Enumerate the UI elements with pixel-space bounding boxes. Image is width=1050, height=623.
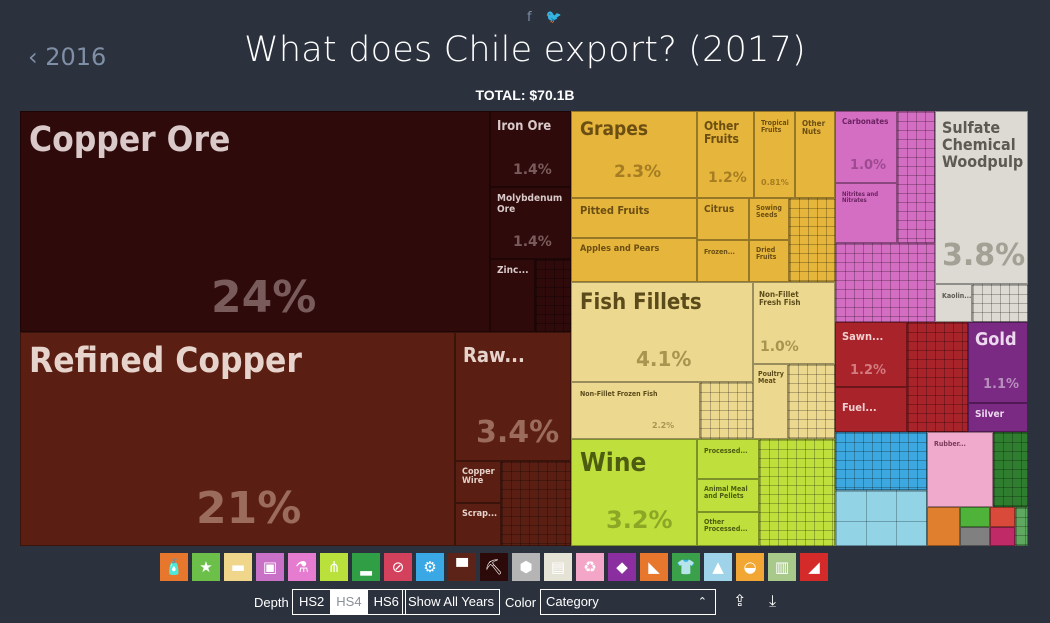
treemap-cell-fish-fillets[interactable]: Fish Fillets 4.1% — [571, 282, 753, 382]
treemap-cell-raw[interactable]: Raw... 3.4% — [455, 332, 571, 461]
treemap-cell-sowing-seeds[interactable]: Sowing Seeds — [749, 198, 789, 240]
download-icon[interactable]: ⤓ — [769, 591, 777, 610]
depth-selector: HS2 HS4 HS6 — [292, 589, 406, 615]
treemap-cell-rubber[interactable]: Rubber... — [927, 432, 993, 507]
treemap-cell-mining-small[interactable] — [535, 259, 571, 332]
treemap-cell-grey-small[interactable] — [960, 527, 990, 546]
page-title: What does Chile export? (2017) — [244, 30, 806, 70]
ticket-icon[interactable]: ◢ — [800, 553, 828, 581]
treemap-cell-fuel[interactable]: Fuel... — [835, 387, 907, 432]
treemap-cell-animal-small-b[interactable] — [788, 364, 835, 439]
treemap-cell-metals-small[interactable] — [501, 461, 571, 546]
treemap-cell-sawn[interactable]: Sawn... 1.2% — [835, 322, 907, 387]
treemap-cell-magenta-small[interactable] — [990, 527, 1015, 546]
treemap-cell-poultry-meat[interactable]: Poultry Meat — [753, 364, 788, 439]
treemap-cell-foodstuffs-small[interactable] — [759, 439, 835, 546]
treemap-cell-transportation[interactable] — [835, 490, 927, 546]
share-icon[interactable]: ⇪ — [733, 591, 747, 610]
color-select-value: Category — [546, 594, 599, 609]
controls-bar: Depth HS2 HS4 HS6 Show All Years Color C… — [0, 589, 1050, 615]
shirt-icon[interactable]: 👕 — [672, 553, 700, 581]
treemap-cell-nitrites[interactable]: Nitrites and Nitrates — [835, 183, 897, 243]
chevron-up-icon: ⌃ — [697, 596, 707, 608]
category-icon-bar: 🧴 ★ ▬ ▣ ⚗ ⋔ ▂ ⊘ ⚙ ▀ ⛏ ⬢ ▤ ♻ ◆ ◣ 👕 ▲ ◒ ▥ ◢ — [160, 553, 828, 581]
treemap-cell-gold[interactable]: Gold 1.1% — [968, 322, 1028, 403]
building-icon[interactable]: ▥ — [768, 553, 796, 581]
treemap-cell-other-nuts[interactable]: Other Nuts — [795, 111, 835, 198]
depth-hs2-button[interactable]: HS2 — [299, 594, 325, 609]
treemap-cell-carbonates[interactable]: Carbonates 1.0% — [835, 111, 897, 183]
treemap-cell-chemicals-small-a[interactable] — [897, 111, 935, 243]
chemicals-bottle-icon[interactable]: 🧴 — [160, 553, 188, 581]
color-select[interactable]: Category ⌃ — [540, 589, 716, 615]
wheat-icon[interactable]: ⋔ — [320, 553, 348, 581]
social-links: f 🐦 — [527, 10, 562, 25]
picture-frame-icon[interactable]: ▣ — [256, 553, 284, 581]
treemap-cell-copper-wire[interactable]: Copper Wire — [455, 461, 501, 503]
treemap-cell-textiles[interactable] — [993, 432, 1028, 507]
road-icon[interactable]: ▲ — [704, 553, 732, 581]
treemap-cell-dried-fruits[interactable]: Dried Fruits — [749, 240, 789, 282]
depth-label: Depth — [254, 595, 289, 610]
treemap-cell-pitted-fruits[interactable]: Pitted Fruits — [571, 198, 697, 238]
color-label: Color — [505, 595, 537, 610]
treemap-cell-refined-copper[interactable]: Refined Copper 21% — [20, 332, 455, 546]
food-bowl-icon[interactable]: ◒ — [736, 553, 764, 581]
treemap-cell-molybdenum-ore[interactable]: Molybdenum Ore 1.4% — [490, 187, 571, 259]
treemap-cell-tropical-fruits[interactable]: Tropical Fruits 0.81% — [754, 111, 795, 198]
treemap-cell-citrus[interactable]: Citrus — [697, 198, 749, 240]
treemap-cell-processed[interactable]: Processed... — [697, 439, 759, 479]
treemap-cell-apples-and-pears[interactable]: Apples and Pears — [571, 238, 697, 282]
total-value: TOTAL: $70.1B — [475, 87, 575, 103]
treemap-cell-grapes[interactable]: Grapes 2.3% — [571, 111, 697, 198]
treemap-cell-other-processed[interactable]: Other Processed... — [697, 512, 759, 546]
show-all-years-button[interactable]: Show All Years — [402, 589, 501, 615]
gears-icon[interactable]: ⚙ — [416, 553, 444, 581]
treemap-cell-copper-ore[interactable]: Copper Ore 24% — [20, 111, 490, 332]
treemap-cell-wood-small[interactable] — [907, 322, 968, 432]
treemap-cell-animal-meal[interactable]: Animal Meal and Pellets — [697, 479, 759, 512]
no-sign-icon[interactable]: ⊘ — [384, 553, 412, 581]
shoe-icon[interactable]: ▂ — [352, 553, 380, 581]
box-icon[interactable]: ⬢ — [512, 553, 540, 581]
treemap-cell-green-small[interactable] — [960, 507, 990, 527]
depth-hs4-button[interactable]: HS4 — [330, 590, 368, 614]
treemap-cell-red-small[interactable] — [990, 507, 1015, 527]
treemap-cell-non-fillet-fresh-fish[interactable]: Non-Fillet Fresh Fish 1.0% — [753, 282, 835, 364]
anvil-icon[interactable]: ▀ — [448, 553, 476, 581]
twitter-icon[interactable]: 🐦 — [545, 10, 562, 25]
treemap-cell-ceramic[interactable] — [927, 507, 960, 546]
treemap-cell-iron-ore[interactable]: Iron Ore 1.4% — [490, 111, 571, 187]
recycle-icon[interactable]: ♻ — [576, 553, 604, 581]
facebook-icon[interactable]: f — [527, 10, 532, 25]
treemap-cell-silver[interactable]: Silver — [968, 403, 1028, 432]
flask-icon[interactable]: ⚗ — [288, 553, 316, 581]
diamond-icon[interactable]: ◆ — [608, 553, 636, 581]
treemap-cell-scrap[interactable]: Scrap... — [455, 503, 501, 546]
ceramic-icon[interactable]: ◣ — [640, 553, 668, 581]
depth-hs6-button[interactable]: HS6 — [373, 594, 399, 609]
treemap-cell-frozen[interactable]: Frozen... — [697, 240, 749, 282]
treemap-cell-misc-small[interactable] — [1015, 507, 1028, 546]
animal-hides-icon[interactable]: ▬ — [224, 553, 252, 581]
paper-icon[interactable]: ▤ — [544, 553, 572, 581]
treemap-cell-animal-small-a[interactable] — [700, 382, 753, 439]
pickaxe-icon[interactable]: ⛏ — [480, 553, 508, 581]
treemap-cell-wine[interactable]: Wine 3.2% — [571, 439, 697, 546]
treemap-cell-non-fillet-frozen-fish[interactable]: Non-Fillet Frozen Fish 2.2% — [571, 382, 700, 439]
treemap-cell-chemicals-small-b[interactable] — [835, 243, 935, 322]
treemap-cell-kaolin[interactable]: Kaolin... — [935, 284, 972, 322]
treemap-cell-sulfate-chemical-woodpulp[interactable]: Sulfate Chemical Woodpulp 3.8% — [935, 111, 1028, 284]
star-icon[interactable]: ★ — [192, 553, 220, 581]
treemap-cell-other-fruits[interactable]: Other Fruits 1.2% — [697, 111, 754, 198]
previous-year-link[interactable]: ‹ 2016 — [28, 43, 107, 71]
treemap-cell-paper-small[interactable] — [972, 284, 1028, 322]
treemap-cell-vegetable-small[interactable] — [789, 198, 835, 282]
treemap-cell-machinery[interactable] — [835, 432, 927, 490]
export-treemap: Copper Ore 24% Iron Ore 1.4% Molybdenum … — [20, 111, 1028, 546]
treemap-cell-zinc[interactable]: Zinc... — [490, 259, 535, 332]
